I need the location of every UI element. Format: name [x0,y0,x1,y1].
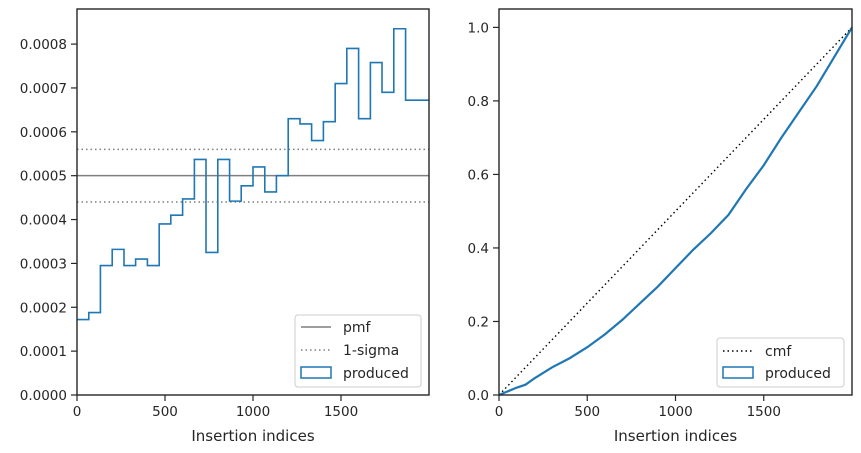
legend-pmf-label: pmf [343,320,372,336]
left-legend: pmf 1-sigma produced [294,314,422,388]
left-y-tick-label: 0.0004 [20,213,67,229]
left-y-tick-label: 0.0002 [20,300,67,316]
cmf-panel: 0 500 1000 1500 0.0 0.2 0.4 0.6 0.8 1.0 Insertio… [468,8,853,445]
right-legend: cmf produced [716,337,845,388]
right-y-tick-label: 0.4 [468,241,489,257]
right-x-tick-label: 0 [495,404,504,420]
legend-produced-label: produced [765,366,831,382]
right-x-tick-label: 1500 [747,404,781,420]
right-axes-frame [498,8,853,396]
left-x-tick-label: 500 [152,404,178,420]
left-y-tick-label: 0.0008 [20,37,67,53]
legend-produced-patch [300,366,332,379]
left-y-tick-label: 0.0006 [20,125,67,141]
left-x-tick-label: 1500 [324,404,358,420]
right-y-tick-label: 0.2 [468,314,489,330]
right-y-tick-label: 0.6 [468,167,489,183]
left-y-tick-label: 0.0003 [20,256,67,272]
right-y-tick-label: 0.0 [468,388,489,404]
legend-cmf-label: cmf [765,344,792,360]
right-x-tick-label: 500 [574,404,600,420]
right-legend-box [716,337,845,388]
left-y-tick-label: 0.0000 [20,388,67,404]
legend-produced-label: produced [343,366,409,382]
right-y-tick-label: 0.8 [468,94,489,110]
left-x-axis-label: Insertion indices [191,427,314,445]
left-y-tick-label: 0.0007 [20,81,67,97]
legend-1-sigma-label: 1-sigma [343,343,399,359]
left-legend-box [294,314,422,388]
pmf-histogram-panel: 0 500 1000 1500 0.0000 0.0001 0.0002 0.0003 0.0… [20,8,430,445]
produced-histogram [77,27,429,321]
left-y-tick-label: 0.0001 [20,344,67,360]
right-y-tick-label: 1.0 [468,20,489,36]
right-x-axis-label: Insertion indices [614,427,737,445]
right-x-tick-label: 1000 [658,404,692,420]
produced-cumulative-line [498,26,853,397]
left-y-tick-label: 0.0005 [20,169,67,185]
left-axes-frame [76,8,430,396]
left-x-tick-label: 0 [73,404,82,420]
left-x-tick-label: 1000 [236,404,270,420]
legend-produced-patch [722,366,754,379]
